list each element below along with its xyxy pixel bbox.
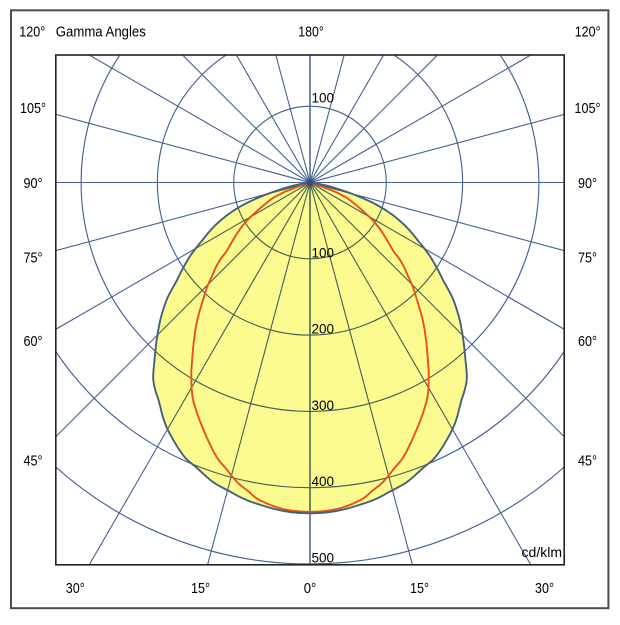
svg-text:120°: 120° — [575, 24, 601, 41]
svg-text:0°: 0° — [304, 580, 317, 597]
svg-text:cd/klm: cd/klm — [522, 544, 562, 560]
svg-text:500: 500 — [312, 551, 335, 566]
svg-text:75°: 75° — [24, 250, 43, 267]
svg-text:120°: 120° — [19, 24, 45, 41]
svg-text:100: 100 — [312, 245, 335, 260]
svg-text:15°: 15° — [191, 580, 210, 597]
svg-text:400: 400 — [312, 474, 335, 489]
svg-text:200: 200 — [312, 322, 335, 337]
svg-text:75°: 75° — [578, 250, 597, 267]
svg-text:45°: 45° — [578, 453, 597, 470]
svg-text:45°: 45° — [24, 453, 43, 470]
svg-text:90°: 90° — [578, 175, 597, 192]
svg-text:105°: 105° — [20, 100, 46, 117]
svg-text:300: 300 — [312, 398, 335, 413]
svg-text:Gamma Angles: Gamma Angles — [56, 24, 146, 41]
svg-text:90°: 90° — [24, 175, 43, 192]
svg-text:60°: 60° — [578, 333, 597, 350]
svg-text:100: 100 — [312, 91, 335, 106]
svg-text:30°: 30° — [535, 580, 554, 597]
svg-text:30°: 30° — [66, 580, 85, 597]
svg-text:180°: 180° — [298, 24, 324, 41]
svg-text:105°: 105° — [575, 100, 601, 117]
svg-text:15°: 15° — [410, 580, 429, 597]
svg-text:60°: 60° — [24, 333, 43, 350]
